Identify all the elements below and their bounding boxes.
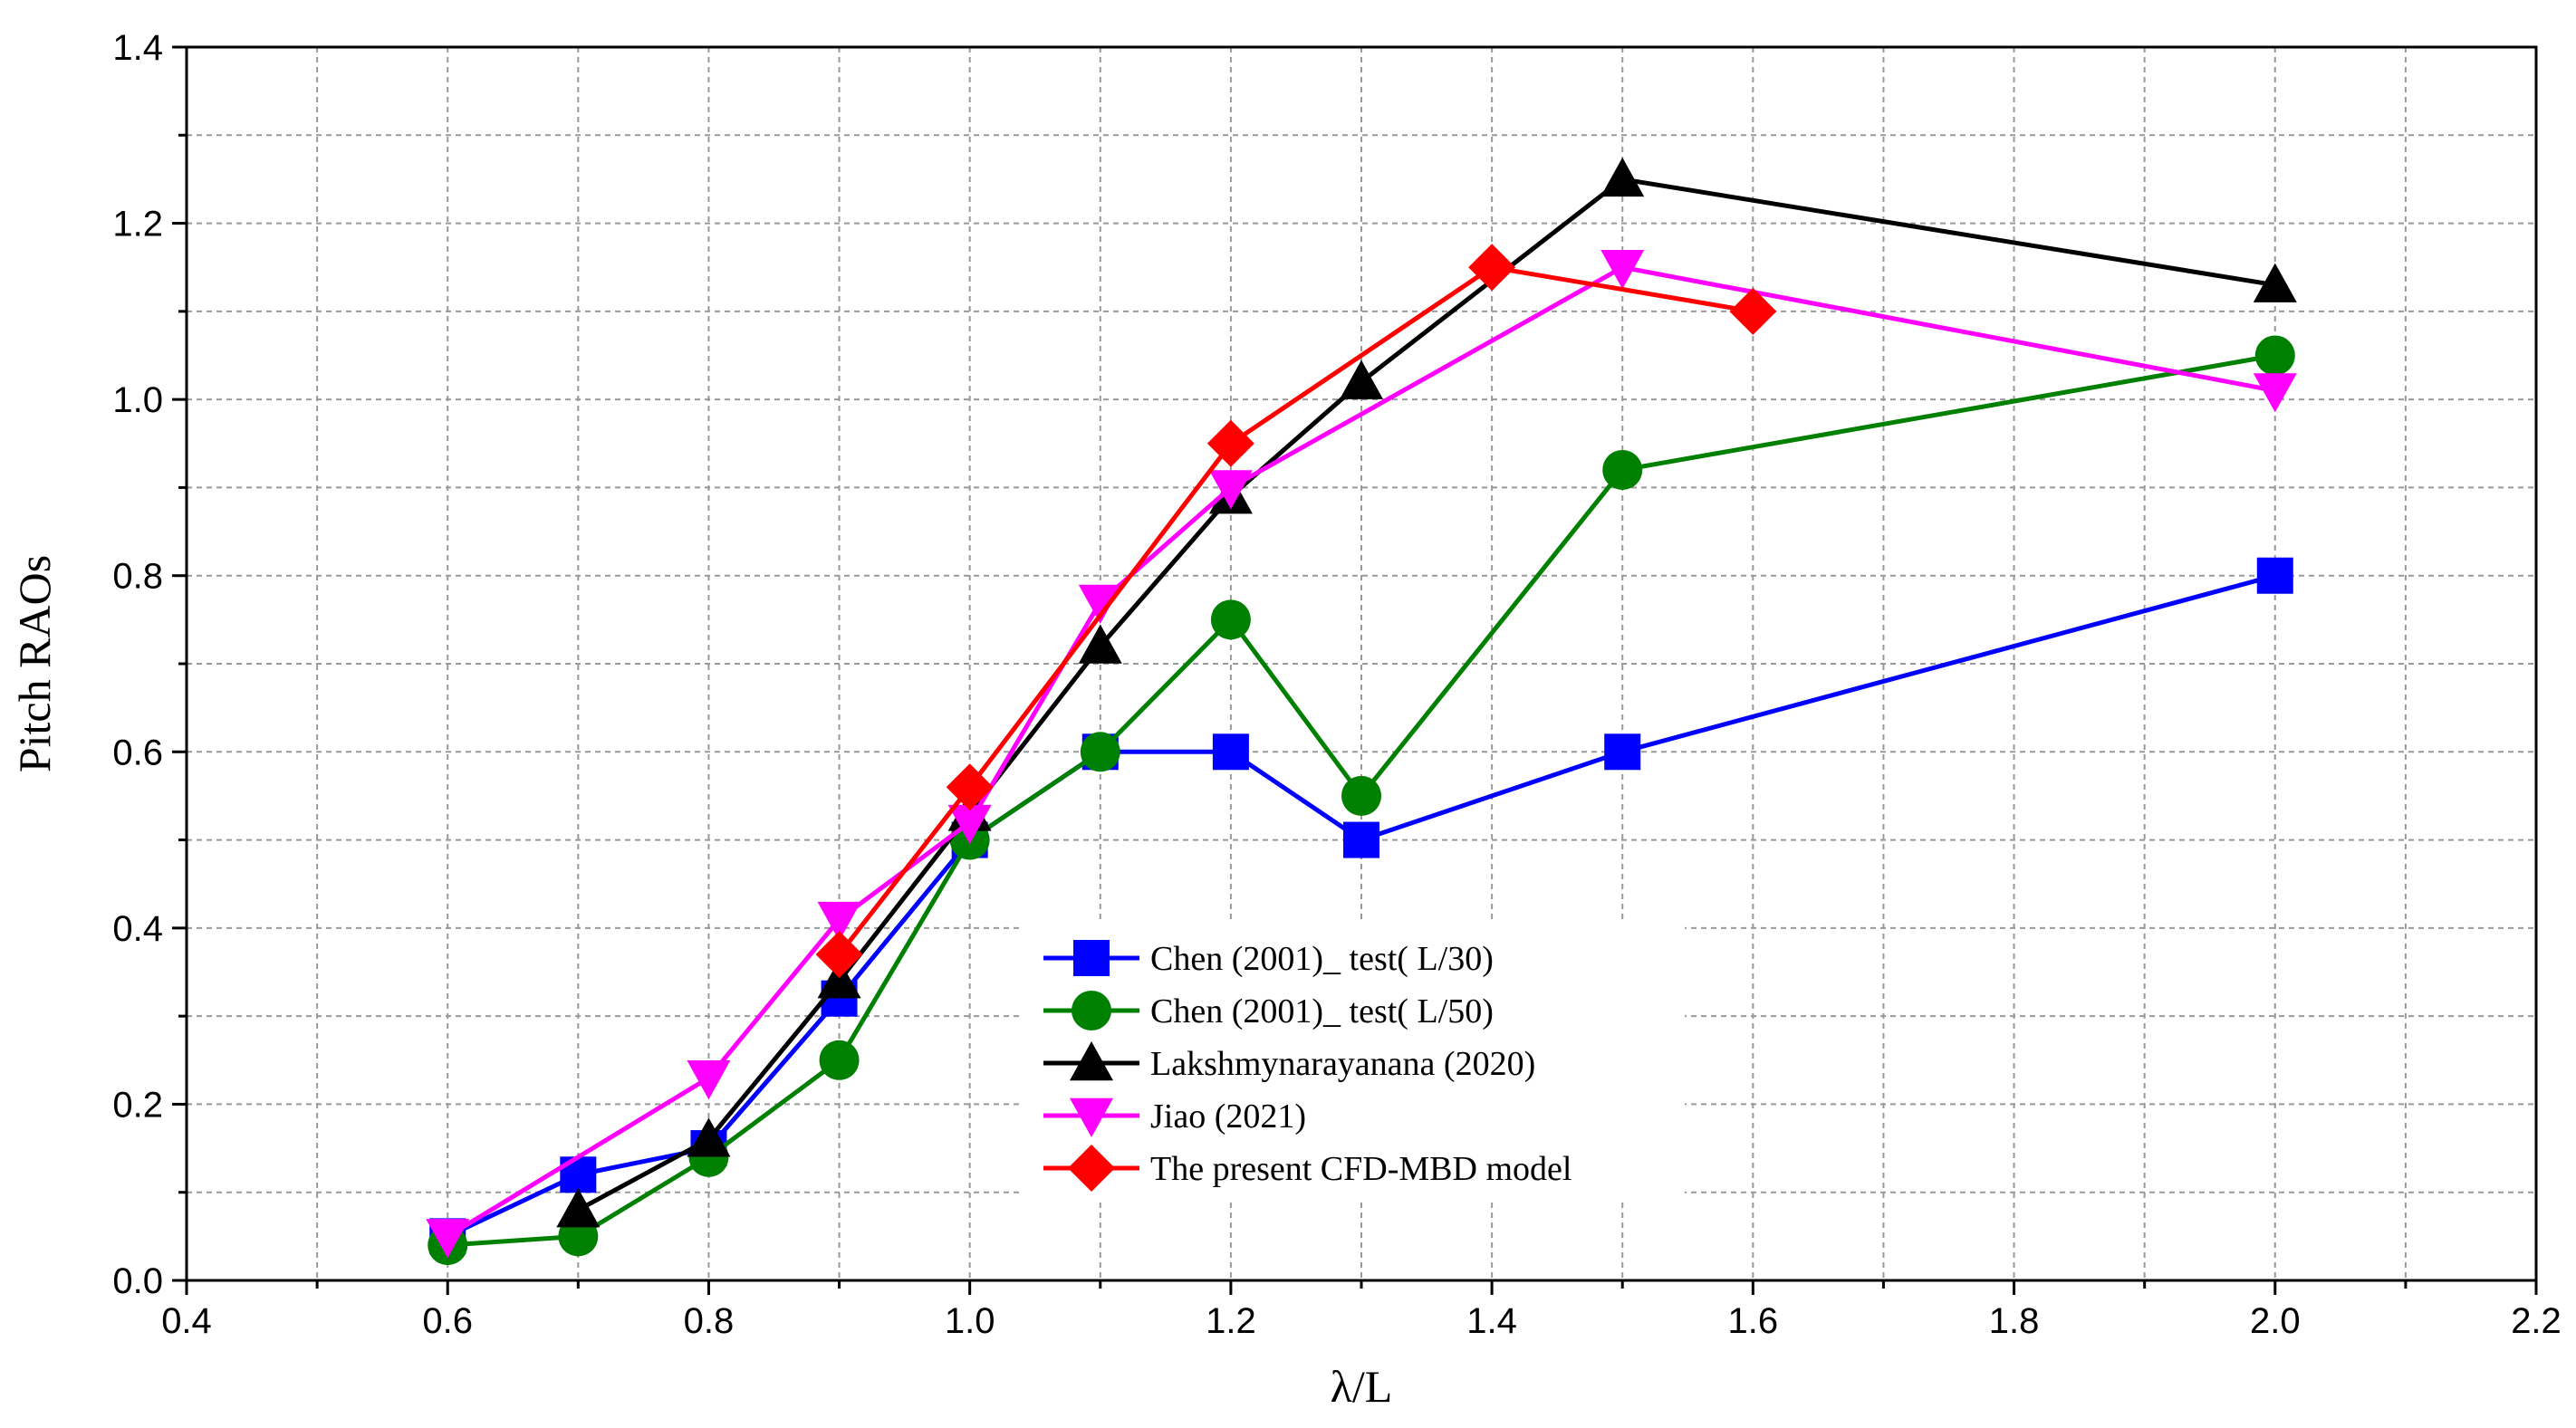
x-tick-label: 0.4 xyxy=(161,1301,212,1341)
x-tick-label: 0.8 xyxy=(684,1301,735,1341)
grid xyxy=(187,47,2536,1280)
data-point xyxy=(817,959,861,999)
legend-entry: Lakshmynarayanana (2020) xyxy=(1043,1041,1535,1083)
y-axis-label: Pitch RAOs xyxy=(9,555,60,772)
x-tick-label: 1.0 xyxy=(945,1301,995,1341)
data-point xyxy=(556,1188,601,1228)
y-tick-label: 1.2 xyxy=(112,205,163,244)
legend-entry: The present CFD-MBD model xyxy=(1043,1145,1572,1192)
series-line xyxy=(447,353,2276,1248)
data-point xyxy=(1206,419,1254,467)
y-tick-label: 0.0 xyxy=(112,1261,163,1301)
data-point xyxy=(947,804,992,845)
legend-marker xyxy=(1070,1097,1113,1137)
data-point xyxy=(1604,733,1641,771)
data-point xyxy=(1729,287,1777,335)
x-tick-label: 2.0 xyxy=(2250,1301,2301,1341)
y-tick-label: 0.8 xyxy=(112,557,163,597)
y-tick-label: 0.2 xyxy=(112,1085,163,1125)
legend-label: Chen (2001)_ test( L/30) xyxy=(1150,940,1494,978)
data-point xyxy=(1341,775,1381,816)
x-tick-label: 0.6 xyxy=(422,1301,473,1341)
data-point xyxy=(2253,263,2297,302)
legend-label: Lakshmynarayanana (2020) xyxy=(1150,1045,1535,1083)
data-point xyxy=(1078,584,1122,624)
data-point xyxy=(1600,157,1645,197)
series-layer xyxy=(426,157,2297,1266)
series-line xyxy=(446,264,2276,1239)
legend-marker xyxy=(1073,940,1110,976)
data-point xyxy=(1468,244,1516,292)
data-point xyxy=(2253,373,2297,413)
legend: Chen (2001)_ test( L/30) Chen (2001)_ tes… xyxy=(1024,924,1685,1200)
legend-label: Chen (2001)_ test( L/50) xyxy=(1150,992,1494,1030)
data-point xyxy=(817,901,861,942)
data-point xyxy=(687,1060,731,1100)
x-tick-label: 1.8 xyxy=(1989,1301,2040,1341)
x-tick-label: 1.2 xyxy=(1206,1301,1256,1341)
legend-marker xyxy=(1072,991,1111,1030)
data-point xyxy=(1343,821,1379,858)
data-point xyxy=(946,763,994,811)
data-point xyxy=(1212,733,1249,771)
data-point xyxy=(815,931,863,979)
data-point xyxy=(1078,624,1122,664)
data-point xyxy=(1080,732,1120,772)
x-tick-label: 2.2 xyxy=(2511,1301,2562,1341)
data-point xyxy=(1340,359,1383,399)
data-point xyxy=(2254,335,2295,376)
series-4 xyxy=(815,244,1777,979)
y-tick-label: 1.0 xyxy=(112,380,163,420)
x-axis-label: λ/L xyxy=(1331,1361,1393,1412)
data-point xyxy=(1208,470,1253,510)
data-point xyxy=(1600,250,1645,290)
data-point xyxy=(426,1219,470,1259)
legend-entry: Chen (2001)_ test( L/50) xyxy=(1043,991,1494,1030)
data-point xyxy=(2256,557,2293,594)
y-tick-label: 0.6 xyxy=(112,733,163,772)
legend-label: Jiao (2021) xyxy=(1150,1097,1306,1136)
y-tick-label: 1.4 xyxy=(112,28,163,68)
data-point xyxy=(687,1117,731,1157)
data-point xyxy=(819,1040,860,1080)
data-point xyxy=(560,1156,597,1193)
series-3 xyxy=(426,250,2297,1259)
y-tick-label: 0.4 xyxy=(112,909,163,949)
data-point xyxy=(1210,599,1251,640)
legend-marker xyxy=(1070,1041,1113,1081)
x-tick-label: 1.4 xyxy=(1466,1301,1517,1341)
axes: 0.4 0.6 0.8 1.0 1.2 1.4 1.6 1.8 2.0 2.2 0.0 0.2 0.4 0… xyxy=(112,28,2561,1341)
legend-marker xyxy=(1068,1145,1115,1192)
legend-entry: Chen (2001)_ test( L/30) xyxy=(1043,940,1494,978)
data-point xyxy=(1602,449,1643,490)
legend-entry: Jiao (2021) xyxy=(1043,1097,1306,1137)
x-tick-label: 1.6 xyxy=(1728,1301,1779,1341)
legend-label: The present CFD-MBD model xyxy=(1150,1150,1572,1188)
